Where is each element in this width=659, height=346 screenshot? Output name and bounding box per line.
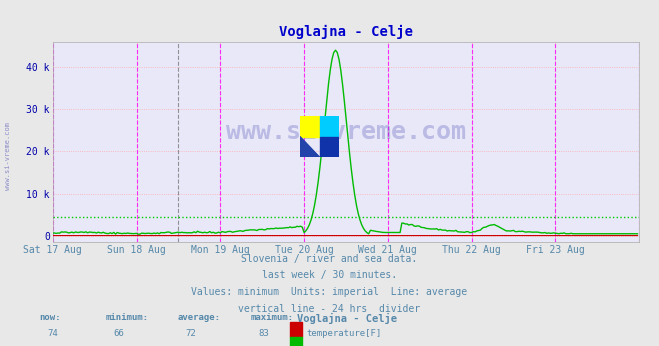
Polygon shape: [300, 137, 320, 157]
Text: 66: 66: [113, 329, 124, 338]
Text: Slovenia / river and sea data.: Slovenia / river and sea data.: [241, 254, 418, 264]
Text: average:: average:: [178, 313, 221, 322]
Text: minimum:: minimum:: [105, 313, 148, 322]
Text: last week / 30 minutes.: last week / 30 minutes.: [262, 270, 397, 280]
Bar: [290, 337, 302, 346]
Text: 74: 74: [47, 329, 58, 338]
Text: www.si-vreme.com: www.si-vreme.com: [226, 120, 466, 144]
Text: Voglajna - Celje: Voglajna - Celje: [297, 313, 397, 324]
Text: now:: now:: [40, 313, 61, 322]
Text: 72: 72: [186, 329, 196, 338]
Text: 83: 83: [258, 329, 269, 338]
Polygon shape: [320, 137, 339, 157]
Polygon shape: [300, 116, 320, 137]
Title: Voglajna - Celje: Voglajna - Celje: [279, 25, 413, 39]
Text: temperature[F]: temperature[F]: [306, 329, 382, 338]
Text: maximum:: maximum:: [250, 313, 293, 322]
Text: vertical line - 24 hrs  divider: vertical line - 24 hrs divider: [239, 304, 420, 314]
Text: www.si-vreme.com: www.si-vreme.com: [5, 122, 11, 190]
Text: Values: minimum  Units: imperial  Line: average: Values: minimum Units: imperial Line: av…: [191, 287, 468, 297]
Bar: [290, 322, 302, 337]
Polygon shape: [320, 116, 339, 137]
Polygon shape: [300, 137, 320, 157]
